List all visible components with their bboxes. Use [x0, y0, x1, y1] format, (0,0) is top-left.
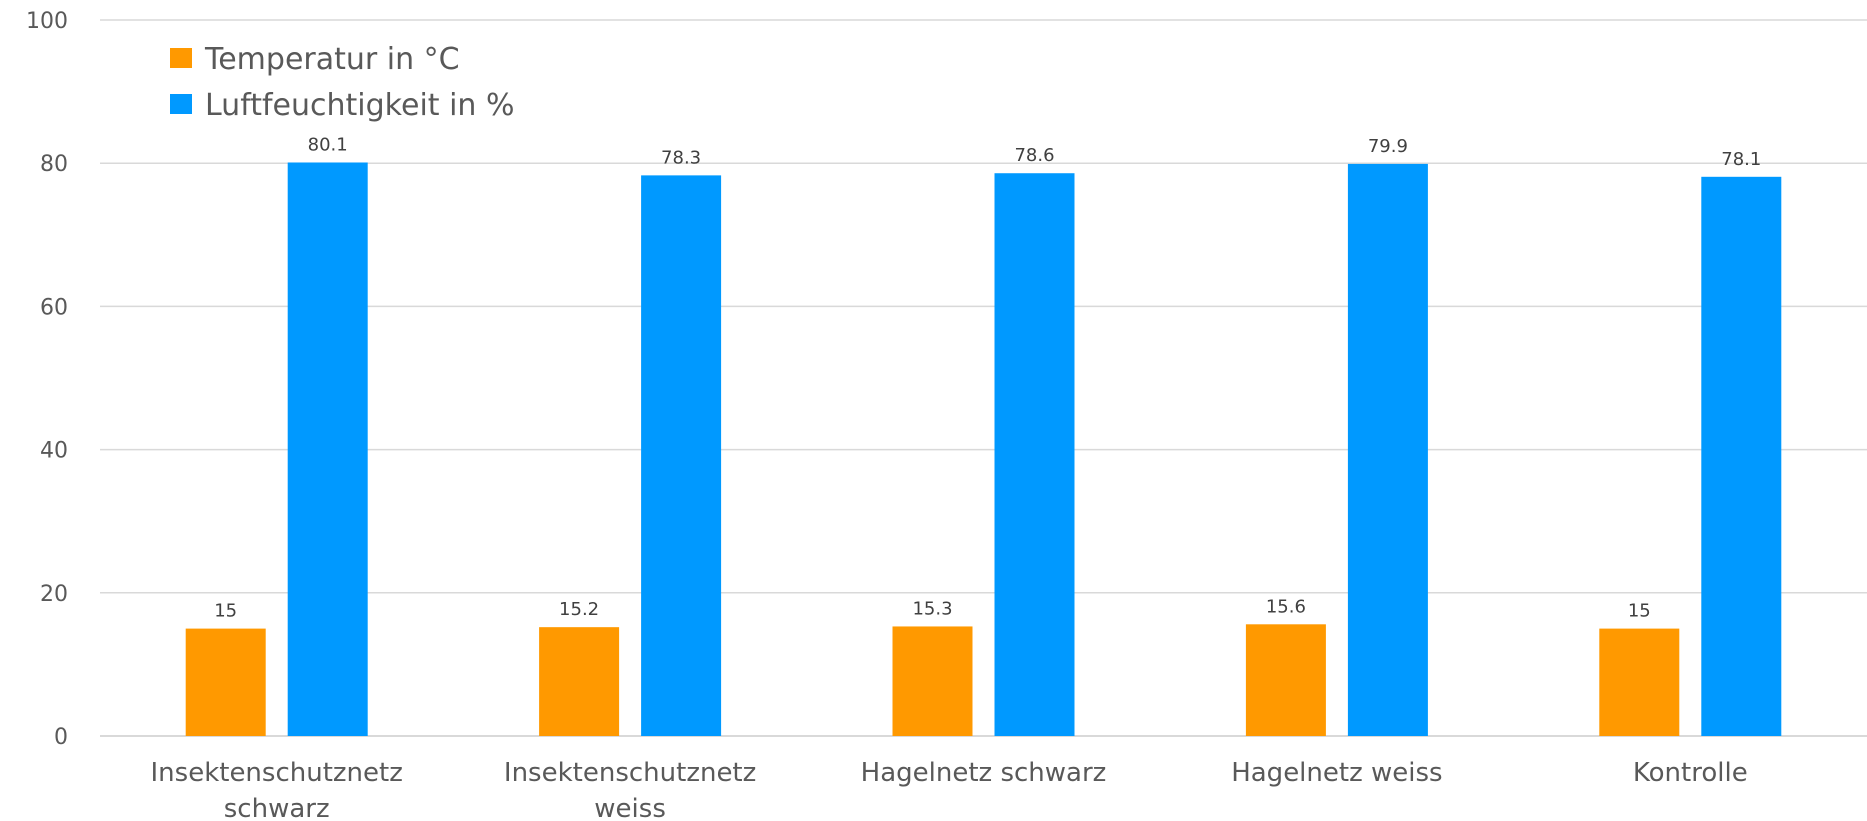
data-label: 80.1	[308, 134, 348, 155]
data-label: 78.6	[1014, 145, 1054, 166]
category-label: Kontrolle	[1633, 758, 1748, 788]
legend: Temperatur in °C Luftfeuchtigkeit in %	[170, 42, 514, 123]
humidity-bar	[641, 175, 722, 736]
y-tick-label: 100	[26, 9, 68, 34]
gridlines	[100, 19, 1867, 737]
y-tick-label: 20	[40, 582, 68, 607]
temperature-bar	[892, 626, 973, 736]
legend-swatch-temperature	[170, 48, 192, 68]
category-label: Hagelnetz schwarz	[861, 758, 1107, 788]
data-label: 15.3	[912, 598, 952, 619]
data-label: 15	[214, 601, 237, 622]
temperature-bar	[1245, 624, 1326, 736]
legend-label: Temperatur in °C	[204, 42, 460, 77]
data-label: 15.2	[559, 599, 599, 620]
y-axis-ticks: 0 20 40 60 80 100	[26, 9, 68, 750]
legend-swatch-humidity	[170, 94, 192, 114]
category-label: weiss	[594, 794, 666, 821]
x-axis-categories: Insektenschutznetz schwarz Insektenschutzn…	[151, 758, 1748, 821]
category-label: Hagelnetz weiss	[1231, 758, 1442, 788]
humidity-bar	[287, 162, 368, 736]
y-tick-label: 60	[40, 295, 68, 320]
humidity-bar	[1701, 176, 1782, 736]
y-tick-label: 40	[40, 439, 68, 464]
y-tick-label: 0	[54, 725, 68, 750]
data-label: 15	[1628, 601, 1651, 622]
legend-label: Luftfeuchtigkeit in %	[205, 88, 514, 123]
bars	[185, 162, 1782, 736]
data-label: 78.3	[661, 147, 701, 168]
humidity-bar	[994, 173, 1075, 736]
category-label: schwarz	[224, 794, 330, 821]
data-label: 79.9	[1368, 136, 1408, 157]
data-labels: 15 80.1 15.2 78.3 15.3 78.6 15.6 79.9 15 78.1	[214, 134, 1761, 621]
data-label: 78.1	[1721, 149, 1761, 170]
temperature-bar	[1599, 628, 1680, 736]
category-label: Insektenschutznetz	[504, 758, 756, 788]
category-label: Insektenschutznetz	[151, 758, 403, 788]
y-tick-label: 80	[40, 152, 68, 177]
temperature-bar	[539, 627, 620, 736]
humidity-bar	[1347, 163, 1428, 736]
temperature-bar	[185, 628, 266, 736]
data-label: 15.6	[1266, 596, 1306, 617]
